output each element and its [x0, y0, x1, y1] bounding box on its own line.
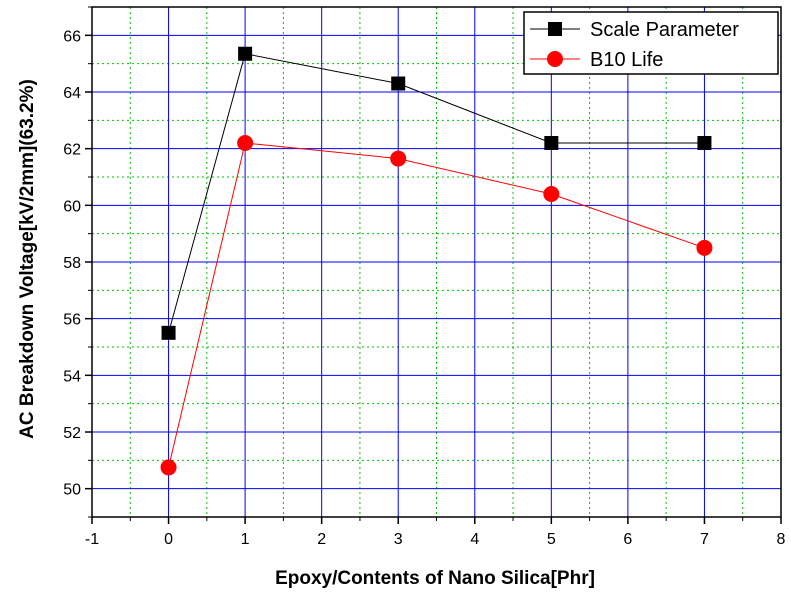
y-tick-label: 56: [63, 312, 81, 329]
x-tick-label: -1: [85, 531, 99, 548]
x-tick-label: 1: [241, 531, 250, 548]
x-tick-label: 0: [164, 531, 173, 548]
legend-swatch-circle: [547, 51, 563, 67]
x-axis-title: Epoxy/Contents of Nano Silica[Phr]: [275, 568, 595, 589]
y-tick-label: 64: [63, 85, 81, 102]
x-tick-label: 6: [623, 531, 632, 548]
x-tick-label: 3: [394, 531, 403, 548]
data-point-circle: [543, 186, 560, 202]
x-tick-label: 2: [317, 531, 326, 548]
data-point-square: [391, 76, 406, 91]
series: [160, 46, 713, 476]
data-point-square: [544, 136, 559, 150]
data-point-circle: [160, 459, 177, 476]
data-point-circle: [390, 150, 407, 167]
y-tick-label: 62: [63, 142, 81, 159]
legend-label: Scale Parameter: [590, 19, 739, 41]
x-tick-label: 4: [470, 531, 479, 548]
legend-swatch-square: [548, 22, 562, 36]
y-tick-label: 50: [63, 482, 81, 499]
legend: Scale Parameter B10 Life: [523, 11, 779, 75]
data-point-circle: [696, 239, 713, 256]
y-tick-label: 54: [63, 368, 81, 385]
x-tick-label: 7: [700, 531, 709, 548]
y-axis-title: AC Breakdown Voltage[kV/2mm](63.2%): [17, 79, 38, 439]
legend-box: [523, 11, 779, 75]
x-tick-label: 8: [777, 531, 786, 548]
data-point-square: [238, 46, 253, 61]
data-point-square: [161, 325, 176, 340]
y-tick-label: 60: [63, 198, 81, 215]
data-point-square: [697, 136, 712, 150]
y-tick-label: 52: [63, 425, 81, 442]
y-tick-label: 58: [63, 255, 81, 272]
x-tick-label: 5: [547, 531, 556, 548]
legend-label: B10 Life: [590, 49, 663, 71]
data-point-circle: [237, 135, 254, 151]
y-tick-label: 66: [63, 28, 81, 45]
